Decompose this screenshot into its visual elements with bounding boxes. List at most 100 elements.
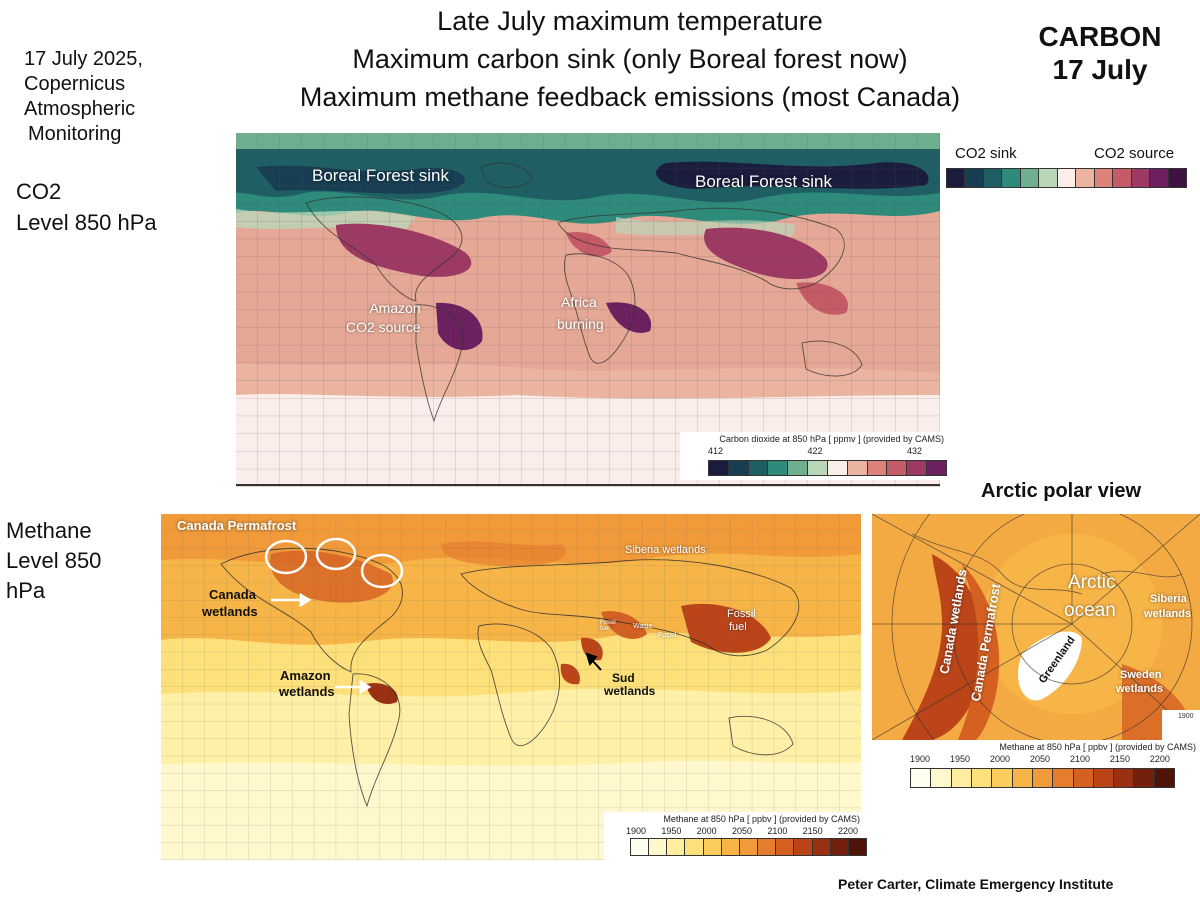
co2-label-line: Level 850 hPa — [16, 210, 157, 235]
ch4-cams-legend-title: Methane at 850 hPa [ ppbv ] (provided by… — [663, 814, 860, 824]
title-line-2: Maximum carbon sink (only Boreal forest … — [352, 44, 908, 74]
ch4-map-graphic — [161, 514, 861, 860]
sweden-wetlands-label-2: wetlands — [1116, 683, 1164, 695]
co2-colorbar-cell — [964, 168, 984, 188]
co2-colorbar-cell — [1167, 168, 1188, 188]
co2-label-line: CO2 — [16, 179, 62, 204]
arctic-corner-tick: 1900 — [1178, 713, 1194, 720]
fossil-fuel-label: Fossil — [727, 608, 756, 620]
co2-cams-colorbar-cell — [846, 460, 868, 476]
co2-colorbar-cell — [946, 168, 966, 188]
co2-cams-colorbar-cell — [906, 460, 928, 476]
canada-wetlands-label: Canada — [209, 587, 256, 602]
co2-cams-colorbar-cell — [747, 460, 769, 476]
amazon-wetlands-label-2: wetlands — [279, 684, 335, 699]
ch4-panel-label: Methane Level 850 hPa — [6, 516, 101, 606]
co2-sink-label: CO2 sink — [955, 145, 1017, 162]
arctic-cams-colorbar-cell — [910, 768, 932, 788]
co2-cams-colorbar-cell — [767, 460, 789, 476]
boreal-sink-eurasia-label: Boreal Forest sink — [695, 172, 832, 191]
ch4-tick: 2100 — [767, 826, 788, 836]
canada-permafrost-label: Canada Permafrost — [177, 518, 297, 533]
credit-line: Peter Carter, Climate Emergency Institut… — [838, 876, 1114, 892]
africa-burning-label: Africa — [561, 294, 597, 310]
co2-colorbar-cell — [982, 168, 1003, 188]
ch4-tick: 1900 — [626, 826, 647, 836]
arctic-map — [872, 514, 1200, 740]
co2-sink-source-colorbar — [946, 168, 1188, 188]
co2-map-graphic — [236, 133, 940, 487]
arctic-tick: 2050 — [1029, 754, 1050, 764]
arctic-map-graphic — [872, 514, 1200, 740]
ch4-label-line: Level 850 — [6, 548, 102, 573]
arctic-cams-colorbar — [910, 768, 1176, 788]
siberia-wetlands-arctic-label: Siberia — [1150, 593, 1187, 605]
ch4-cams-colorbar-cell — [630, 838, 650, 856]
co2-cams-colorbar-cell — [866, 460, 888, 476]
title-line-3: Maximum methane feedback emissions (most… — [299, 82, 961, 112]
co2-colorbar-cell — [1001, 168, 1021, 188]
co2-cams-legend-title: Carbon dioxide at 850 hPa [ ppmv ] (prov… — [719, 434, 944, 444]
arctic-cams-colorbar-cell — [930, 768, 952, 788]
co2-colorbar-cell — [1075, 168, 1095, 188]
co2-colorbar-cell — [1038, 168, 1058, 188]
boreal-sink-north-america-label: Boreal Forest sink — [312, 166, 449, 185]
ch4-cams-colorbar — [630, 838, 868, 856]
fossil-fuel-label-2: fuel — [729, 621, 747, 633]
carbon-badge-date: 17 July — [1052, 54, 1148, 85]
arctic-cams-colorbar-cell — [1072, 768, 1094, 788]
ch4-cams-colorbar-cell — [720, 838, 740, 856]
ch4-tick: 2050 — [731, 826, 753, 836]
sud-wetlands-label-2: wetlands — [604, 684, 656, 698]
arctic-tick: 2150 — [1109, 754, 1130, 764]
small-fossil-label: Fossil — [658, 632, 677, 639]
arctic-cams-colorbar-cell — [1031, 768, 1054, 788]
co2-cams-colorbar-cell — [826, 460, 848, 476]
siberia-wetlands-label: Siberia wetlands — [625, 544, 706, 556]
ch4-tick: 1950 — [661, 826, 682, 836]
arctic-cams-colorbar-cell — [1011, 768, 1033, 788]
africa-burning-label-2: burning — [557, 316, 604, 332]
ch4-cams-colorbar-cell — [738, 838, 759, 856]
co2-tick: 412 — [708, 446, 724, 456]
source-note-line: Copernicus — [24, 73, 126, 95]
co2-tick: 422 — [807, 446, 823, 456]
co2-panel-label: CO2 Level 850 hPa — [16, 176, 157, 238]
arctic-cams-colorbar-cell — [950, 768, 972, 788]
arctic-tick: 1950 — [949, 754, 971, 764]
co2-cams-legend-ticks: 412 422 432 — [708, 446, 922, 456]
amazon-co2-source-label-2: CO2 source — [346, 319, 421, 335]
arctic-tick: 2100 — [1069, 754, 1090, 764]
co2-colorbar-cell — [1019, 168, 1040, 188]
amazon-label-line: Amazon — [369, 300, 421, 316]
co2-colorbar-cell — [1112, 168, 1132, 188]
title-line-1: Late July maximum temperature — [437, 6, 823, 36]
source-note-line: 17 July 2025, — [24, 48, 143, 70]
co2-colorbar-cell — [1130, 168, 1151, 188]
co2-cams-legend: Carbon dioxide at 850 hPa [ ppmv ] (prov… — [680, 432, 950, 480]
co2-cams-colorbar-cell — [886, 460, 908, 476]
co2-source-label: CO2 source — [1094, 145, 1175, 162]
arctic-cams-colorbar-cell — [1133, 768, 1155, 788]
ch4-cams-colorbar-cell — [666, 838, 686, 856]
co2-cams-colorbar-cell — [708, 460, 729, 476]
ch4-cams-colorbar-cell — [684, 838, 704, 856]
arctic-ocean-label: Arctic — [1068, 572, 1116, 593]
source-note-line: Monitoring — [28, 123, 122, 145]
arctic-cams-legend: Methane at 850 hPa [ ppbv ] (provided by… — [904, 740, 1200, 792]
ch4-cams-colorbar-cell — [793, 838, 813, 856]
co2-colorbar-cell — [1056, 168, 1077, 188]
arctic-tick: 2000 — [989, 754, 1010, 764]
co2-cams-colorbar-cell — [787, 460, 809, 476]
ch4-cams-legend-ticks: 1900 1950 2000 2050 2100 2150 2200 — [626, 826, 858, 836]
arctic-cams-colorbar-cell — [1153, 768, 1176, 788]
ch4-cams-colorbar-cell — [648, 838, 668, 856]
source-note: 17 July 2025, Copernicus Atmospheric Mon… — [24, 47, 143, 147]
arctic-ocean-label-2: ocean — [1064, 600, 1116, 621]
arctic-cams-colorbar-cell — [991, 768, 1013, 788]
arctic-tick: 2200 — [1149, 754, 1170, 764]
co2-colorbar-cell — [1093, 168, 1114, 188]
sud-wetlands-label: Sud — [612, 671, 635, 685]
ch4-tick: 2150 — [802, 826, 823, 836]
arctic-cams-colorbar-cell — [1052, 768, 1074, 788]
